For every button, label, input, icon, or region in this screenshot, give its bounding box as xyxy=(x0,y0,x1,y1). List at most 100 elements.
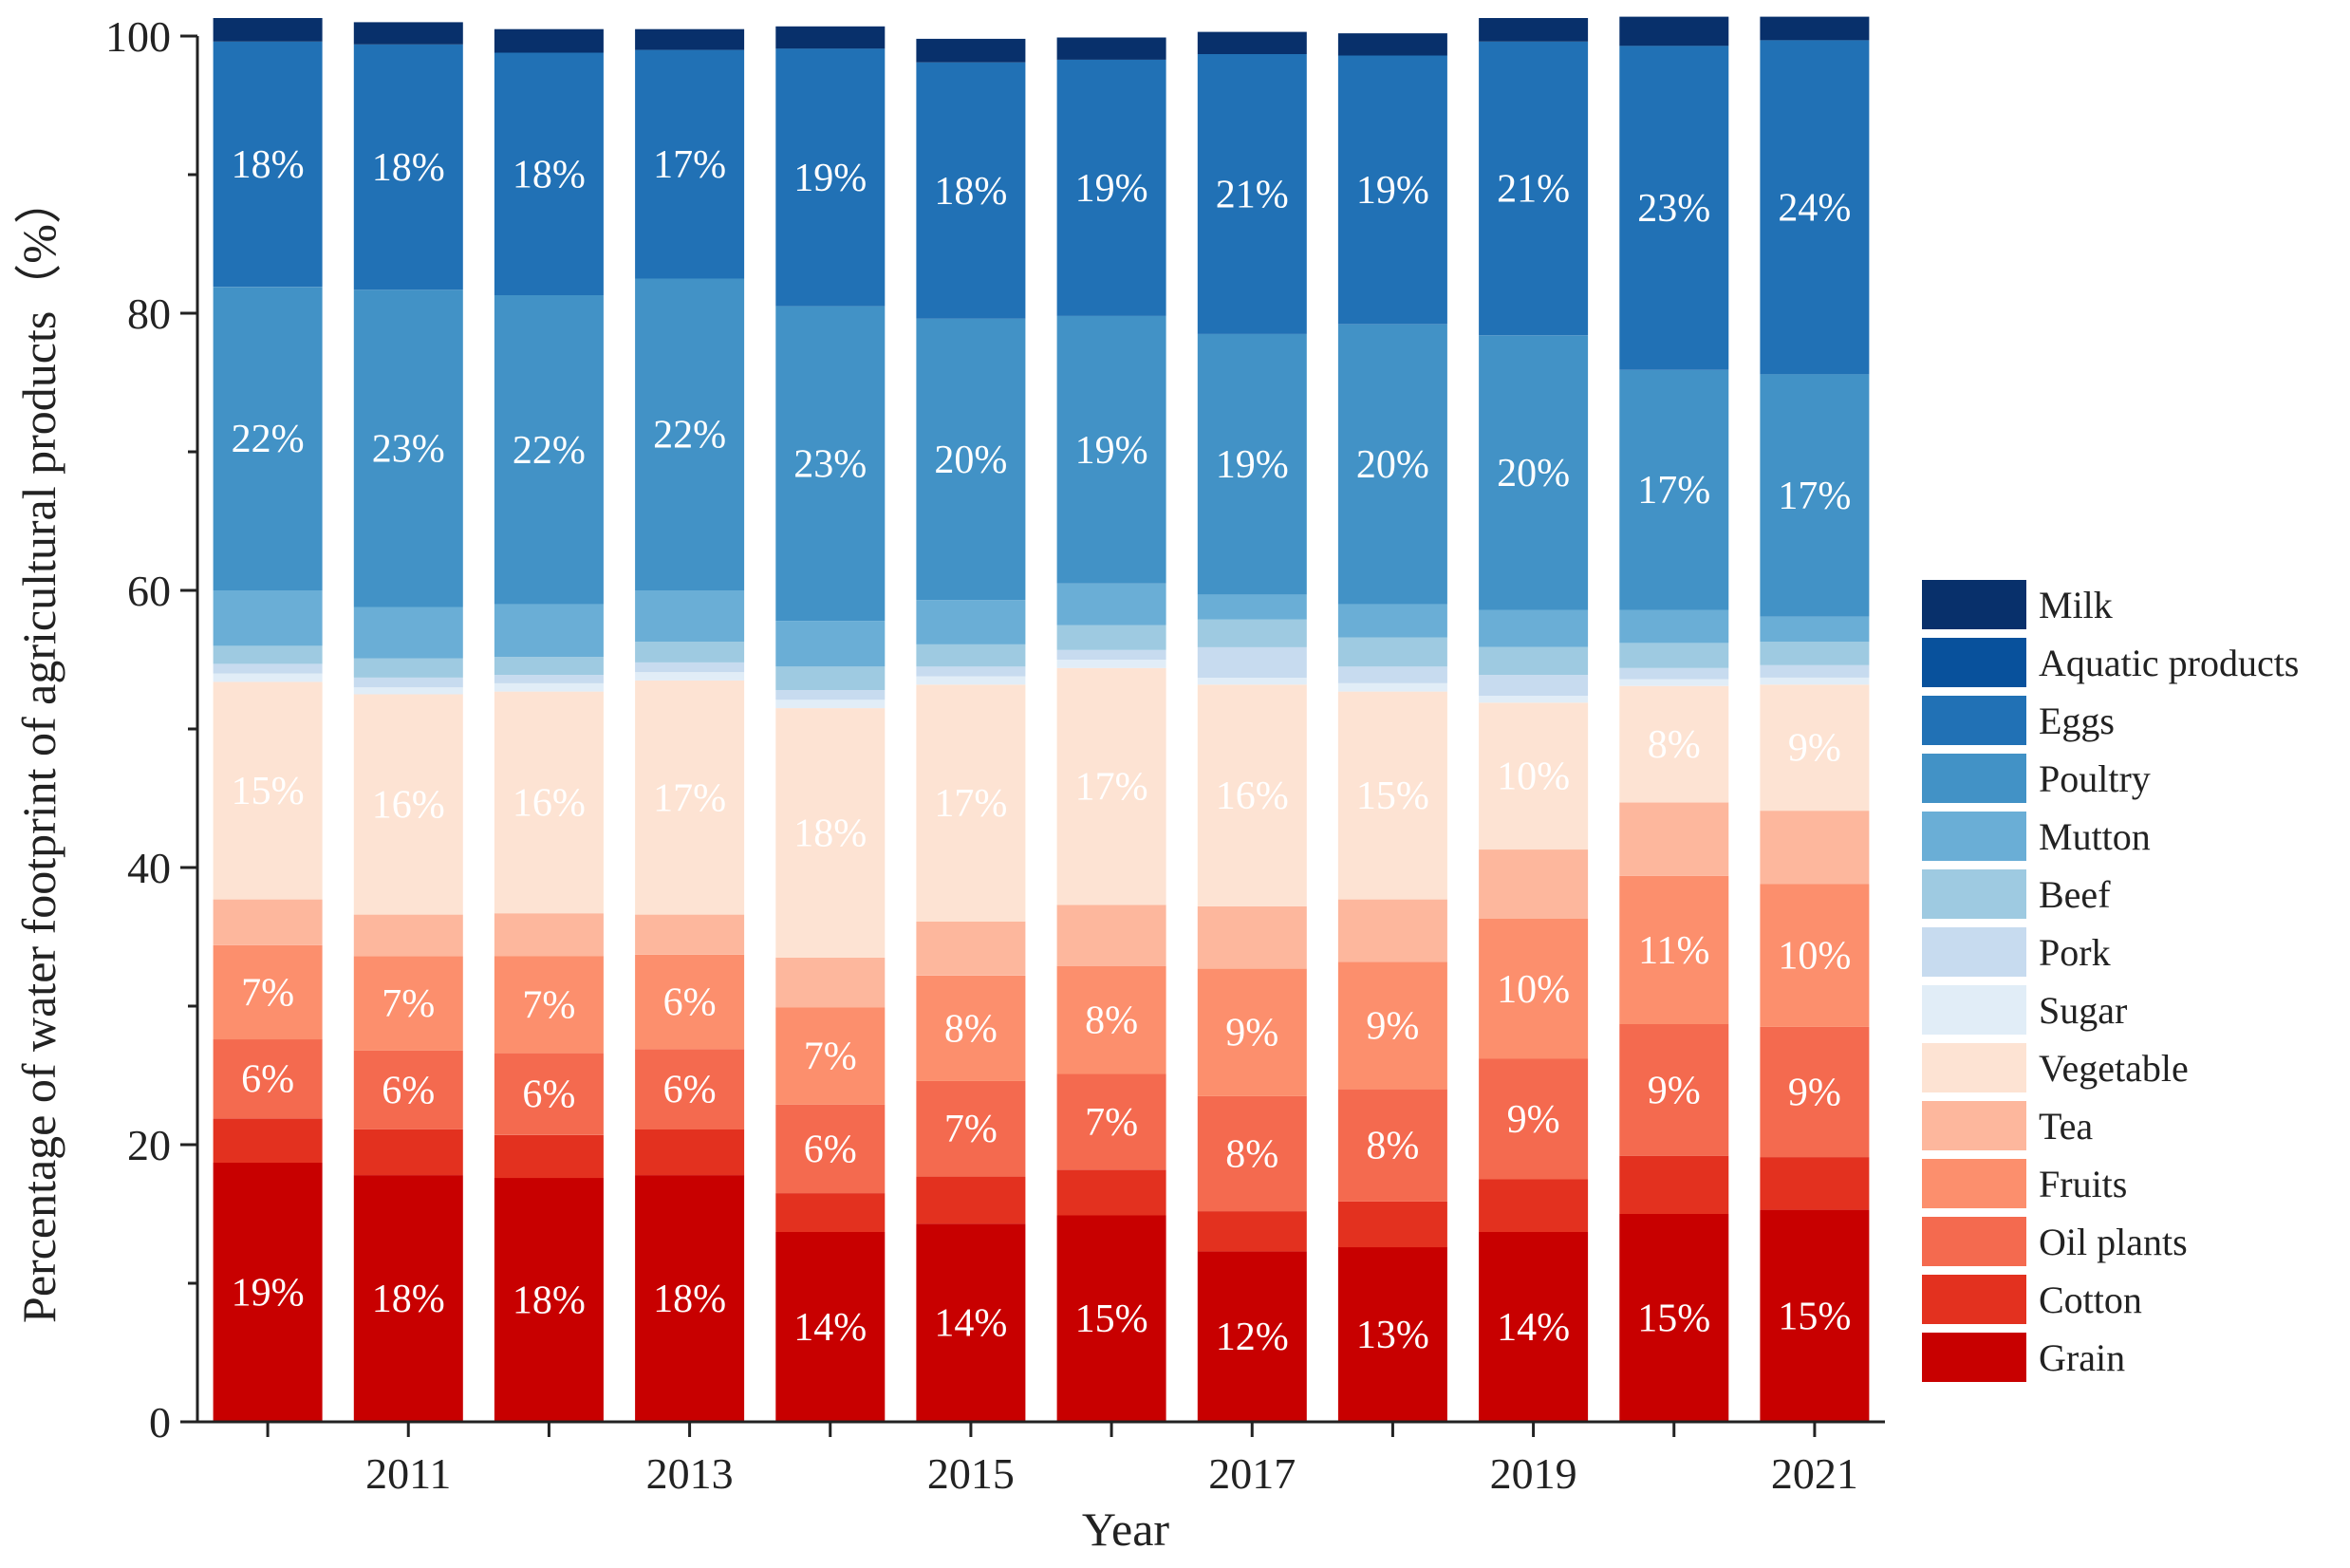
data-label: 7% xyxy=(804,1036,857,1079)
bar-segment-cotton-2017 xyxy=(1197,1211,1307,1252)
data-label: 6% xyxy=(663,1069,717,1112)
bar-segment-fruits-2011 xyxy=(353,956,463,1051)
bar-segment-mutton-2010 xyxy=(213,590,323,646)
data-label: 6% xyxy=(241,1058,294,1102)
data-label: 8% xyxy=(1366,1125,1419,1168)
y-tick-label: 80 xyxy=(127,289,171,338)
bar-segment-cotton-2012 xyxy=(494,1134,604,1179)
legend-swatch xyxy=(1920,810,2028,863)
bar-segment-pork-2021 xyxy=(1760,664,1870,678)
bar-segment-sugar-2015 xyxy=(916,676,1026,685)
bar-segment-fruits-2018 xyxy=(1337,961,1447,1090)
bar-segment-sugar-2020 xyxy=(1619,679,1729,686)
data-label: 10% xyxy=(1778,935,1851,979)
bar-segment-oil-plants-2020 xyxy=(1619,1024,1729,1156)
bar-segment-tea-2016 xyxy=(1056,905,1166,966)
bar-segment-mutton-2015 xyxy=(916,600,1026,644)
bar-segment-poultry-2016 xyxy=(1056,315,1166,584)
bar-segment-tea-2019 xyxy=(1479,849,1589,919)
bar-segments xyxy=(213,16,1870,1422)
data-label: 16% xyxy=(1216,775,1289,818)
bar-segment-tea-2013 xyxy=(635,914,745,955)
data-label: 14% xyxy=(1497,1306,1570,1350)
legend-swatch xyxy=(1920,1099,2028,1152)
legend-label: Oil plants xyxy=(2039,1221,2188,1263)
bar-segment-pork-2018 xyxy=(1337,666,1447,683)
bar-segment-grain-2017 xyxy=(1197,1251,1307,1422)
bar-segment-poultry-2014 xyxy=(775,306,886,622)
legend-label: Vegetable xyxy=(2039,1047,2189,1090)
y-tick-label: 60 xyxy=(127,567,171,615)
data-label: 17% xyxy=(1637,469,1710,513)
bar-segment-sugar-2021 xyxy=(1760,678,1870,685)
bar-segment-fruits-2016 xyxy=(1056,965,1166,1074)
data-label: 17% xyxy=(1075,766,1148,810)
data-label: 17% xyxy=(1778,475,1851,518)
bar-segment-eggs-2015 xyxy=(916,62,1026,319)
bar-segment-poultry-2019 xyxy=(1479,335,1589,610)
bar-segment-milk-2015 xyxy=(916,38,1026,63)
data-label: 18% xyxy=(513,153,586,196)
data-label: 17% xyxy=(934,782,1007,826)
legend: Milk Aquatic products Eggs Poultry Mutton Bee… xyxy=(1920,578,2299,1384)
y-tick-label: 20 xyxy=(127,1121,171,1169)
legend-swatch xyxy=(1920,868,2028,921)
bar-segment-milk-2010 xyxy=(213,18,323,42)
bar-segment-grain-2012 xyxy=(494,1178,604,1422)
legend-label: Grain xyxy=(2039,1336,2125,1379)
legend-swatch xyxy=(1920,925,2028,979)
bar-segment-vegetable-2019 xyxy=(1479,702,1589,850)
y-tick-label: 0 xyxy=(149,1398,171,1447)
bar-segment-oil-plants-2021 xyxy=(1760,1026,1870,1158)
bar-segment-poultry-2011 xyxy=(353,289,463,607)
bar-segment-poultry-2017 xyxy=(1197,333,1307,595)
bar-segment-mutton-2012 xyxy=(494,604,604,658)
bar-segment-vegetable-2017 xyxy=(1197,684,1307,906)
data-label: 19% xyxy=(232,1272,305,1316)
y-tick-label: 40 xyxy=(127,844,171,892)
x-tick-label: 2015 xyxy=(927,1449,1015,1498)
axes: 0 20 40 60 80 100 2011 2013 2015 2017 2019 2021 xyxy=(105,12,1885,1498)
bar-segment-eggs-2011 xyxy=(353,44,463,290)
data-label: 15% xyxy=(1356,775,1429,818)
data-label: 9% xyxy=(1788,727,1841,771)
bar-segment-oil-plants-2013 xyxy=(635,1049,745,1129)
data-label: 24% xyxy=(1778,186,1851,230)
bar-segment-cotton-2011 xyxy=(353,1129,463,1176)
bar-segment-grain-2014 xyxy=(775,1232,886,1422)
data-label: 15% xyxy=(1637,1297,1710,1341)
bar-segment-fruits-2021 xyxy=(1760,884,1870,1027)
legend-label: Milk xyxy=(2039,584,2113,626)
data-label: 18% xyxy=(372,1278,445,1321)
data-label: 23% xyxy=(793,442,867,486)
data-label: 16% xyxy=(513,781,586,825)
legend-swatch xyxy=(1920,1331,2028,1384)
bar-segment-beef-2019 xyxy=(1479,646,1589,676)
bar-segment-grain-2020 xyxy=(1619,1214,1729,1422)
legend-label: Aquatic products xyxy=(2039,642,2299,684)
data-label: 21% xyxy=(1216,173,1289,216)
bar-segment-eggs-2010 xyxy=(213,41,323,288)
data-label: 7% xyxy=(1085,1101,1138,1145)
bar-segment-oil-plants-2015 xyxy=(916,1080,1026,1177)
data-label: 19% xyxy=(1075,167,1148,211)
bar-segment-oil-plants-2014 xyxy=(775,1104,886,1194)
bar-segment-eggs-2021 xyxy=(1760,40,1870,375)
x-tick-label: 2011 xyxy=(365,1449,451,1498)
bar-segment-tea-2012 xyxy=(494,913,604,957)
bar-segment-vegetable-2014 xyxy=(775,708,886,958)
data-label: 15% xyxy=(232,770,305,813)
data-label: 6% xyxy=(382,1069,435,1112)
bar-segment-poultry-2013 xyxy=(635,278,745,590)
legend-swatch xyxy=(1920,694,2028,747)
bar-segment-grain-2016 xyxy=(1056,1215,1166,1422)
bar-segment-vegetable-2021 xyxy=(1760,684,1870,812)
data-label: 8% xyxy=(944,1007,998,1051)
bar-segment-beef-2016 xyxy=(1056,625,1166,650)
data-label: 9% xyxy=(1225,1012,1278,1055)
bar-segment-fruits-2017 xyxy=(1197,968,1307,1096)
legend-label: Pork xyxy=(2039,931,2111,974)
data-label: 18% xyxy=(934,170,1007,214)
bar-segment-oil-plants-2018 xyxy=(1337,1089,1447,1202)
legend-swatch xyxy=(1920,1215,2028,1268)
